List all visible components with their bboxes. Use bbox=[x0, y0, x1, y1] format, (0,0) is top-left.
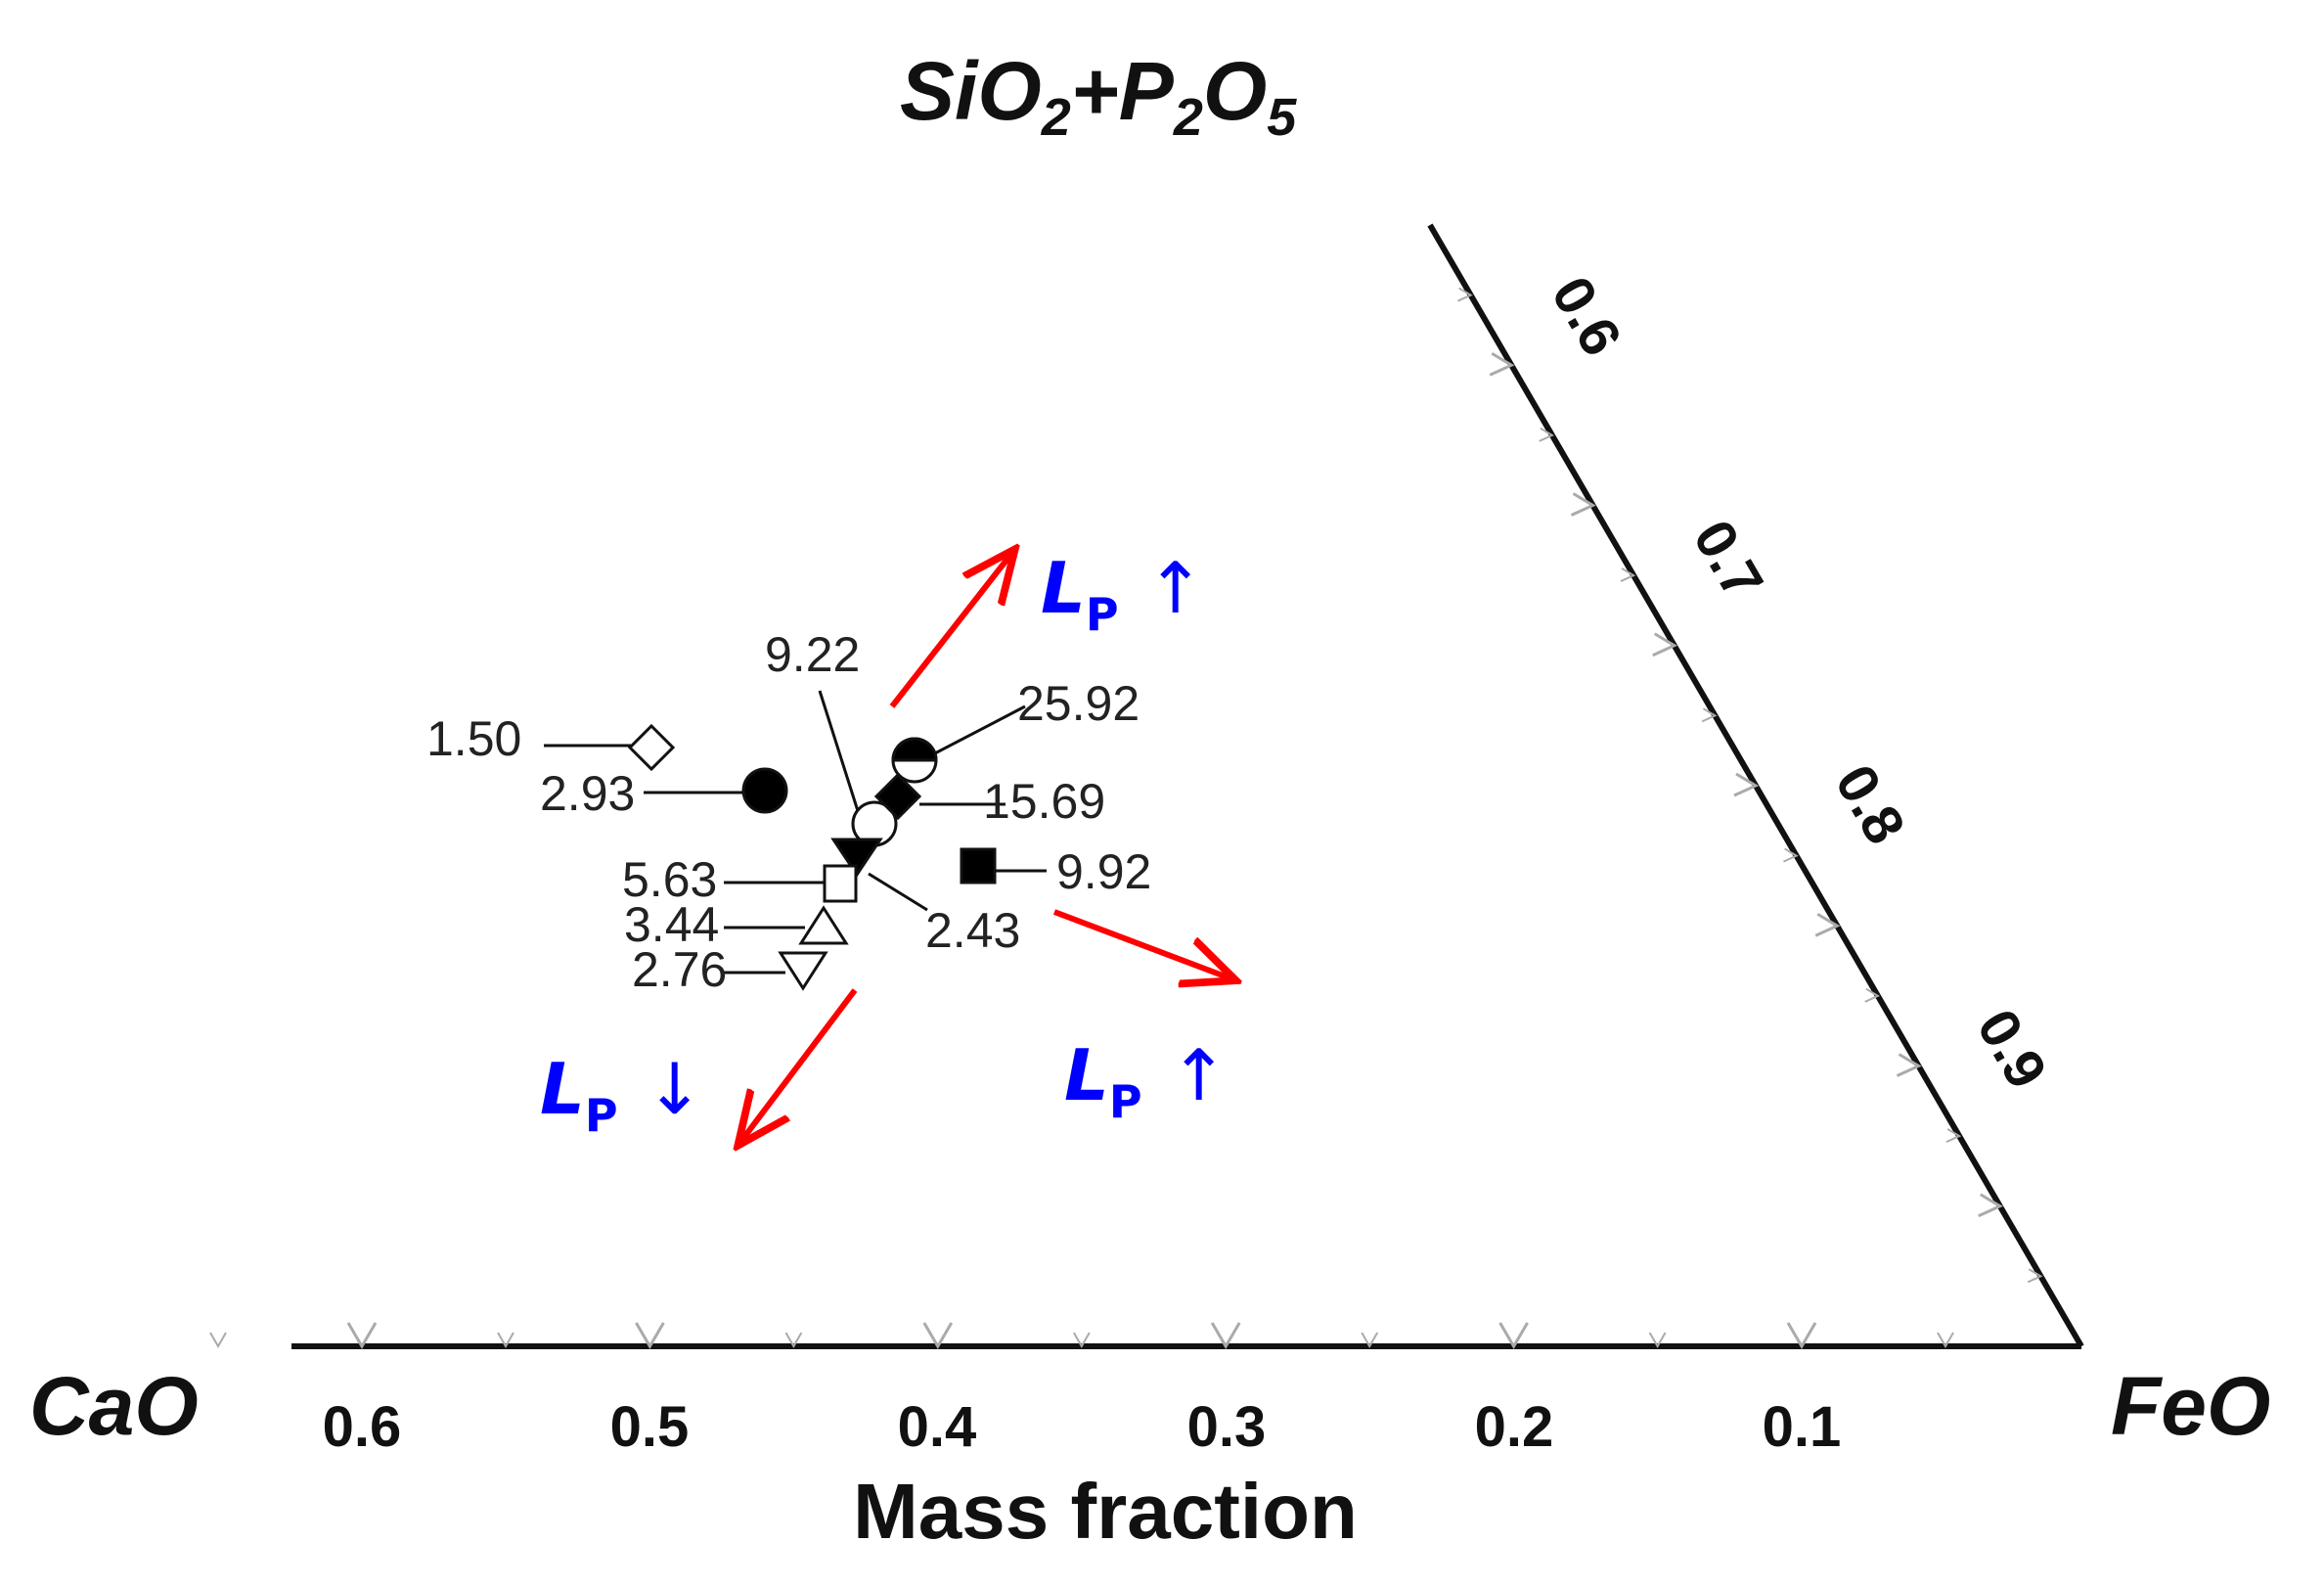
axis-tickmark bbox=[1937, 1332, 1954, 1349]
data-label: 25.92 bbox=[1017, 676, 1140, 731]
axis-tickmark bbox=[1864, 987, 1881, 1003]
data-label: 1.50 bbox=[426, 711, 521, 766]
data-point-marker bbox=[960, 847, 997, 884]
axis-tickmark bbox=[1072, 1332, 1091, 1349]
axis-tickmark bbox=[1648, 1332, 1667, 1349]
axis-tickmark bbox=[1489, 351, 1515, 377]
axis-tickmark bbox=[2027, 1268, 2043, 1284]
leader-line bbox=[818, 690, 861, 815]
lp-annotation: LP ↓ bbox=[540, 1048, 704, 1142]
right-tick-label: 0.9 bbox=[1964, 999, 2059, 1099]
data-label: 2.93 bbox=[540, 766, 635, 821]
data-point-marker bbox=[778, 951, 828, 991]
bottom-tick-label: 0.3 bbox=[1187, 1395, 1267, 1459]
right-tick-label: 0.7 bbox=[1680, 510, 1775, 610]
bottom-tick-label: 0.4 bbox=[898, 1395, 977, 1459]
bottom-tick-label: 0.5 bbox=[610, 1395, 690, 1459]
lp-annotation: LP ↑ bbox=[1064, 1034, 1229, 1128]
left-corner-label: CaO bbox=[29, 1360, 199, 1452]
trend-arrow bbox=[889, 554, 1011, 708]
data-label: 2.76 bbox=[632, 942, 727, 997]
axis-tickmark bbox=[1945, 1128, 1962, 1144]
data-point-marker bbox=[627, 723, 676, 772]
axis-tickmark bbox=[1652, 632, 1677, 657]
axis-tickmark bbox=[1498, 1322, 1529, 1349]
data-label: 3.44 bbox=[624, 897, 719, 952]
trend-arrow bbox=[1052, 909, 1230, 978]
top-corner-label: SiO2+P2O5 bbox=[900, 45, 1297, 147]
right-corner-label: FeO bbox=[2111, 1360, 2270, 1452]
x-axis-title: Mass fraction bbox=[853, 1468, 1358, 1555]
trend-arrow bbox=[741, 988, 858, 1141]
lp-annotation: LP ↑ bbox=[1041, 547, 1205, 641]
axis-tickmark bbox=[1896, 1053, 1922, 1077]
data-point-marker bbox=[891, 737, 938, 762]
data-point-marker bbox=[798, 905, 849, 945]
bottom-tick-label: 0.2 bbox=[1475, 1395, 1554, 1459]
axis-tickmark bbox=[1701, 707, 1718, 723]
data-label: 2.43 bbox=[925, 903, 1020, 958]
axis-tickmark bbox=[1978, 1193, 2003, 1218]
axis-tickmark bbox=[1361, 1332, 1379, 1349]
axis-tickmark bbox=[1783, 847, 1799, 863]
axis-tickmark bbox=[1457, 287, 1473, 302]
data-label: 5.63 bbox=[622, 852, 717, 907]
data-point-marker bbox=[823, 864, 858, 903]
axis-tickmarks bbox=[209, 287, 2043, 1349]
axis-tickmark bbox=[209, 1332, 227, 1349]
leader-line bbox=[930, 704, 1026, 757]
axis-tickmark bbox=[1620, 567, 1636, 583]
leader-lines bbox=[544, 690, 1047, 975]
bottom-tick-label: 0.1 bbox=[1763, 1395, 1842, 1459]
data-label: 9.22 bbox=[765, 627, 860, 682]
data-label: 15.69 bbox=[983, 774, 1105, 829]
data-point-marker bbox=[830, 838, 883, 878]
axis-tickmark bbox=[1786, 1322, 1817, 1349]
axis-tickmark bbox=[922, 1322, 954, 1349]
right-tick-label: 0.8 bbox=[1822, 754, 1917, 854]
data-point-marker bbox=[741, 767, 788, 814]
bottom-tick-label: 0.6 bbox=[323, 1395, 402, 1459]
axis-tickmark bbox=[1733, 772, 1760, 797]
data-point-marker bbox=[873, 772, 922, 821]
axis-tickmark bbox=[346, 1322, 378, 1349]
right-tick-label: 0.6 bbox=[1539, 266, 1633, 366]
axis-tickmark bbox=[1814, 912, 1841, 937]
data-label: 9.92 bbox=[1056, 844, 1151, 899]
axis-tickmark bbox=[784, 1332, 803, 1349]
leader-line bbox=[868, 872, 928, 912]
axis-tickmark bbox=[1570, 492, 1596, 517]
axis-tickmark bbox=[1539, 427, 1555, 442]
axis-tickmark bbox=[497, 1332, 514, 1349]
axis-tickmark bbox=[635, 1322, 665, 1349]
axis-tickmark bbox=[1210, 1322, 1241, 1349]
